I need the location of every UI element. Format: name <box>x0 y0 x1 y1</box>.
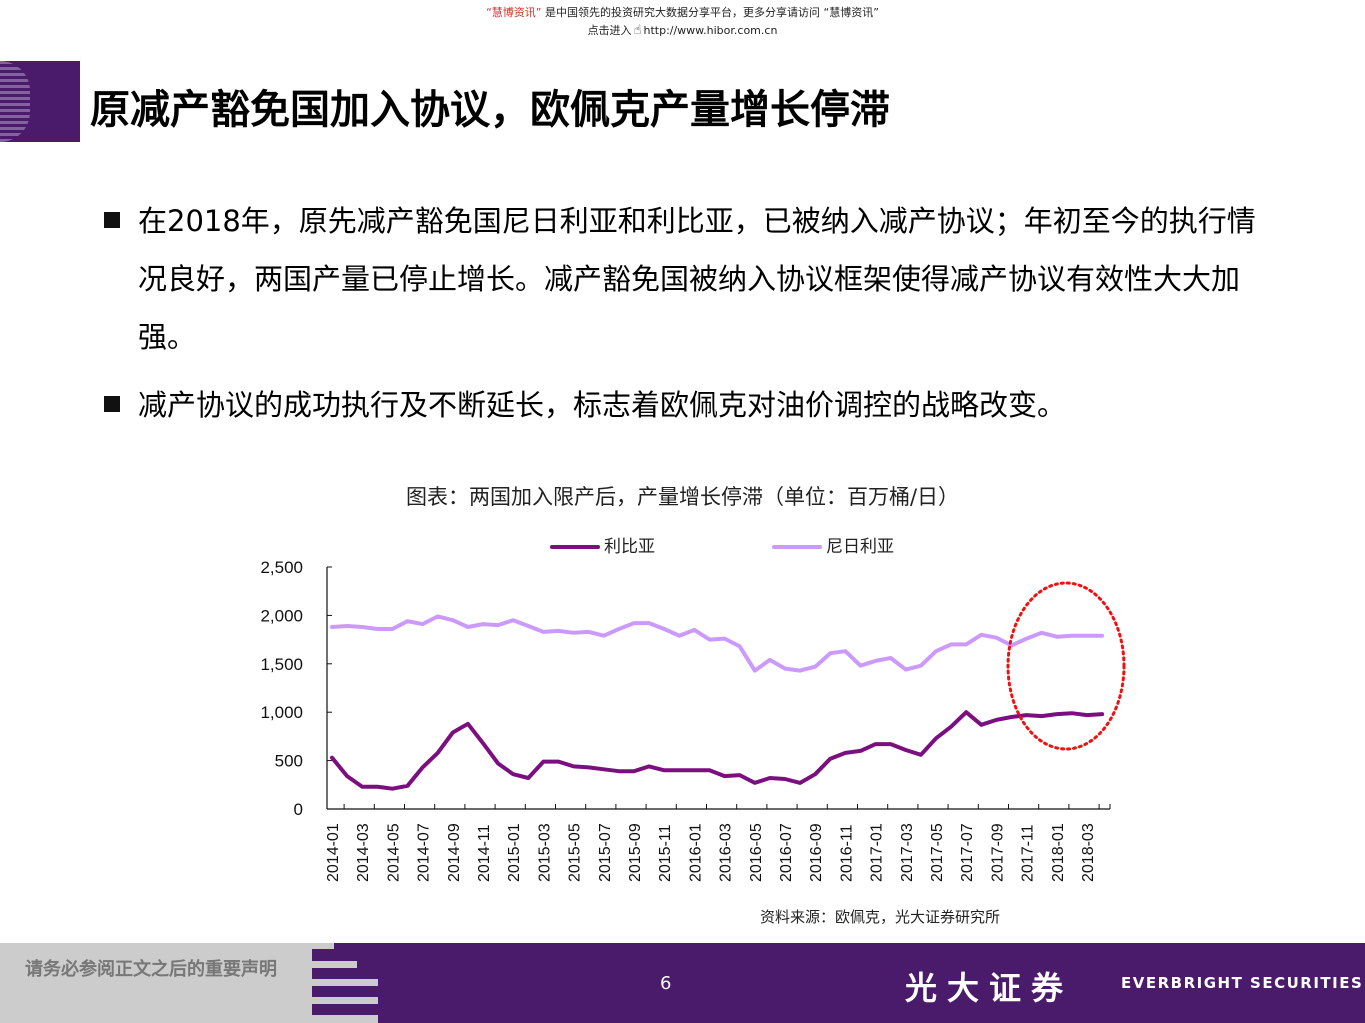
x-tick-label: 2017-03 <box>899 823 916 882</box>
square-bullet-icon <box>104 212 120 228</box>
chart-lines <box>330 614 1105 791</box>
x-tick-label: 2017-11 <box>1020 824 1037 882</box>
chart-axes: 0 500 1,000 1,500 2,000 2,500 2014-01 2014-03 20… <box>260 558 1111 882</box>
pointing-hand-icon: ☝ <box>633 23 642 38</box>
banner-brand: “慧博资讯” <box>486 6 542 19</box>
footer-stripe <box>312 943 334 949</box>
bullet-text: 减产协议的成功执行及不断延长，标志着欧佩克对油价调控的战略改变。 <box>138 388 1067 422</box>
square-bullet-icon <box>104 396 120 412</box>
bullet-list: 在2018年，原先减产豁免国尼日利亚和利比亚，已被纳入减产协议；年初至今的执行情… <box>104 192 1274 444</box>
footer-stripe <box>193 997 378 1004</box>
banner-text: 是中国领先的投资研究大数据分享平台，更多分享请访问 “慧博资讯” <box>541 6 879 19</box>
bullet-text: 在2018年，原先减产豁免国尼日利亚和利比亚，已被纳入减产协议；年初至今的执行情… <box>138 204 1256 354</box>
footer-stripe <box>193 943 312 986</box>
banner-link-row[interactable]: 点击进入 ☝ http://www.hibor.com.cn <box>0 22 1365 40</box>
x-tick-label: 2017-05 <box>929 823 946 882</box>
x-tick-label: 2015-05 <box>567 823 584 882</box>
y-tick-label: 2,500 <box>260 558 303 577</box>
bullet-item: 减产协议的成功执行及不断延长，标志着欧佩克对油价调控的战略改变。 <box>104 376 1274 434</box>
title-accent-block <box>0 61 80 142</box>
y-tick-label: 1,500 <box>260 655 303 674</box>
x-tick-label: 2014-11 <box>476 824 493 882</box>
banner-url-link[interactable]: http://www.hibor.com.cn <box>643 24 778 37</box>
footer-stripe <box>312 961 357 968</box>
highlight-ellipse <box>1006 581 1126 751</box>
legend-item-libya: 利比亚 <box>550 532 655 557</box>
legend-label: 利比亚 <box>604 537 655 557</box>
footer-purple-band <box>312 943 1365 1023</box>
x-tick-label: 2017-07 <box>959 823 976 882</box>
footer-stripe <box>312 979 378 986</box>
x-tick-label: 2018-01 <box>1050 823 1067 882</box>
disclaimer-text: 请务必参阅正文之后的重要声明 <box>25 959 277 980</box>
y-tick-label: 1,000 <box>260 703 303 722</box>
x-tick-label: 2016-09 <box>808 823 825 882</box>
x-tick-label: 2014-09 <box>446 823 463 882</box>
y-tick-label: 500 <box>275 752 303 771</box>
x-tick-label: 2015-11 <box>657 824 674 882</box>
page-title: 原减产豁免国加入协议，欧佩克产量增长停滞 <box>90 87 890 133</box>
x-tick-label: 2014-01 <box>325 823 342 882</box>
x-tick-label: 2014-05 <box>385 823 402 882</box>
x-tick-label: 2016-11 <box>838 824 855 882</box>
x-tick-label: 2016-03 <box>718 823 735 882</box>
legend-label: 尼日利亚 <box>826 537 894 557</box>
x-tick-label: 2015-07 <box>597 823 614 882</box>
page-number: 6 <box>660 973 672 994</box>
x-tick-label: 2015-03 <box>536 823 553 882</box>
x-tick-label: 2016-01 <box>687 823 704 882</box>
x-tick-label: 2016-07 <box>778 823 795 882</box>
everbright-stripes-icon <box>0 61 30 142</box>
x-tick-label: 2015-09 <box>627 823 644 882</box>
series-line-nigeria <box>330 614 1105 673</box>
everbright-logo-cn: 光大证券 <box>905 969 1074 1007</box>
legend-swatch-nigeria <box>772 545 822 549</box>
x-tick-label: 2014-07 <box>416 823 433 882</box>
everbright-logo-en: EVERBRIGHT SECURITIES <box>1121 974 1364 992</box>
legend-swatch-libya <box>550 545 600 549</box>
legend-item-nigeria: 尼日利亚 <box>772 532 894 557</box>
series-line-libya <box>330 710 1105 791</box>
x-tick-label: 2014-03 <box>355 823 372 882</box>
x-tick-label: 2018-03 <box>1080 823 1097 882</box>
banner-enter: 点击进入 <box>587 24 632 37</box>
bullet-item: 在2018年，原先减产豁免国尼日利亚和利比亚，已被纳入减产协议；年初至今的执行情… <box>104 192 1274 366</box>
x-tick-label: 2017-01 <box>869 823 886 882</box>
footer: 请务必参阅正文之后的重要声明 6 光大证券 EVERBRIGHT SECURIT… <box>0 943 1365 1023</box>
y-tick-label: 0 <box>294 800 303 819</box>
x-tick-label: 2017-09 <box>989 823 1006 882</box>
chart-source: 资料来源：欧佩克，光大证券研究所 <box>760 908 1001 926</box>
y-tick-label: 2,000 <box>260 606 303 625</box>
x-tick-label: 2015-01 <box>506 823 523 882</box>
x-tick-label: 2016-05 <box>748 823 765 882</box>
top-banner: “慧博资讯” 是中国领先的投资研究大数据分享平台，更多分享请访问 “慧博资讯” … <box>0 4 1365 40</box>
footer-stripe <box>193 1015 378 1023</box>
chart-title: 图表：两国加入限产后，产量增长停滞（单位：百万桶/日） <box>405 485 960 509</box>
